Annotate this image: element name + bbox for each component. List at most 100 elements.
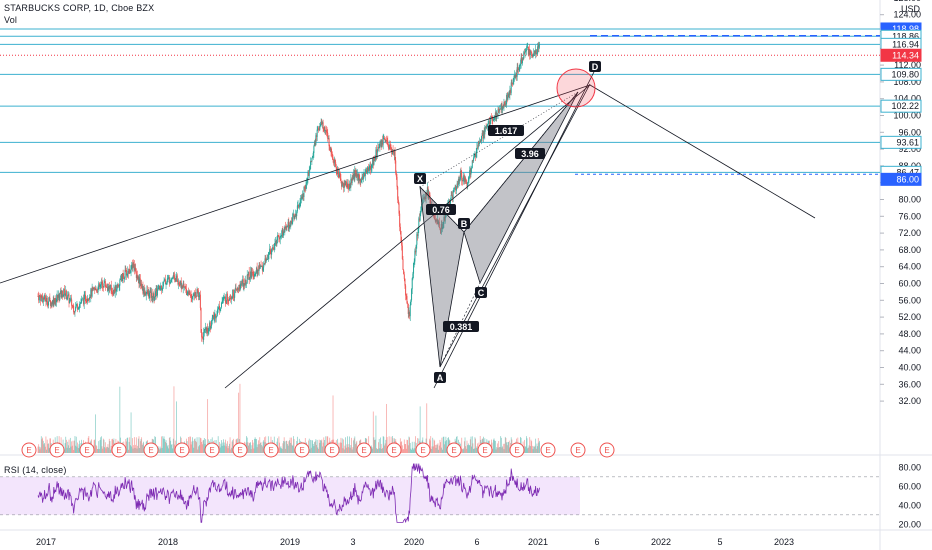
candle-body: [196, 289, 198, 297]
candle-body: [405, 295, 407, 297]
candle-body: [127, 271, 129, 274]
candle-body: [402, 259, 404, 270]
volume-bar: [314, 442, 315, 453]
volume-bar: [371, 447, 373, 453]
candle-body: [531, 51, 533, 55]
candle-body: [525, 51, 527, 53]
candle-body: [257, 269, 259, 274]
candle-body: [265, 259, 267, 261]
candle-body: [376, 149, 378, 157]
candle-body: [483, 130, 484, 139]
volume-bar: [495, 449, 497, 453]
volume-bar: [172, 448, 174, 453]
candle-body: [73, 305, 75, 313]
volume-bar: [130, 445, 131, 453]
candle-body: [328, 138, 330, 147]
candle-body: [356, 173, 358, 177]
candle-body: [195, 296, 197, 298]
candle-body: [467, 180, 469, 183]
volume-bar: [259, 437, 261, 453]
candle-body: [65, 290, 67, 295]
earnings-marker: E: [79, 442, 95, 458]
volume-bar: [343, 449, 345, 453]
candle-body: [511, 82, 513, 84]
candle-body: [201, 332, 203, 338]
candle-body: [311, 157, 313, 162]
candle-body: [436, 219, 438, 221]
candle-body: [38, 295, 40, 301]
earnings-circle: [232, 442, 248, 458]
candle-body: [112, 292, 114, 295]
point-label: A: [437, 373, 444, 383]
price-label-text: 114.34: [892, 50, 919, 60]
volume-bar: [442, 436, 444, 453]
volume-bar: [462, 449, 464, 453]
volume-bar: [261, 445, 263, 453]
earnings-circle: [143, 442, 159, 458]
volume-bar: [341, 438, 343, 453]
y-tick-label: 32.00: [898, 396, 921, 406]
candle-body: [85, 294, 87, 302]
volume-bar: [289, 440, 290, 453]
candle-body: [490, 116, 492, 118]
candle-body: [112, 294, 114, 295]
volume-bar: [377, 448, 379, 453]
candle-body: [145, 292, 147, 296]
candle-body: [211, 317, 213, 321]
price-label-box: [880, 99, 922, 113]
candle-body: [177, 281, 179, 285]
volume-bar: [201, 441, 203, 453]
candle-body: [444, 215, 446, 222]
volume-bar: [221, 445, 223, 453]
volume-bar: [283, 440, 284, 453]
candle-body: [160, 285, 162, 290]
volume-bar: [39, 449, 41, 453]
point-label: B: [461, 219, 468, 229]
candle-body: [527, 46, 529, 55]
volume-bar: [409, 442, 411, 453]
volume-bar: [97, 448, 99, 453]
candle-body: [513, 77, 515, 80]
candle-body: [59, 290, 61, 294]
candle-body: [531, 54, 533, 57]
volume-bar: [345, 437, 346, 453]
price-label-box: [880, 135, 922, 149]
candle-body: [193, 293, 195, 296]
candle-body: [64, 294, 66, 296]
volume-bar: [323, 437, 325, 453]
candle-body: [40, 296, 42, 301]
candle-body: [154, 297, 156, 300]
candle-body: [327, 132, 329, 139]
volume-bar: [282, 443, 284, 453]
candle-body: [389, 144, 391, 150]
volume-bar: [476, 446, 478, 453]
candle-body: [207, 328, 209, 334]
candle-body: [347, 183, 349, 189]
candle-body: [176, 275, 178, 282]
candle-body: [307, 171, 309, 179]
volume-bar: [260, 442, 261, 453]
candle-body: [147, 290, 149, 294]
volume-bar: [401, 441, 403, 453]
candle-body: [97, 287, 99, 293]
volume-bar: [472, 443, 474, 453]
candle-body: [71, 305, 73, 307]
y-tick-label: 104.00: [893, 94, 921, 104]
candle-body: [79, 303, 81, 305]
volume-bar: [401, 445, 403, 453]
candle-body: [47, 303, 49, 306]
candle-body: [219, 308, 221, 311]
volume-bar: [407, 440, 408, 453]
volume-bar: [375, 415, 377, 453]
volume-bar: [230, 447, 232, 453]
volume-bar: [324, 439, 325, 453]
candle-body: [178, 283, 180, 285]
candle-body: [450, 199, 451, 204]
candle-body: [152, 298, 154, 301]
price-label-text: 118.98: [892, 24, 919, 34]
volume-bar: [350, 445, 352, 453]
candle-body: [67, 294, 69, 299]
candle-body: [217, 307, 219, 310]
candle-body: [208, 328, 210, 331]
